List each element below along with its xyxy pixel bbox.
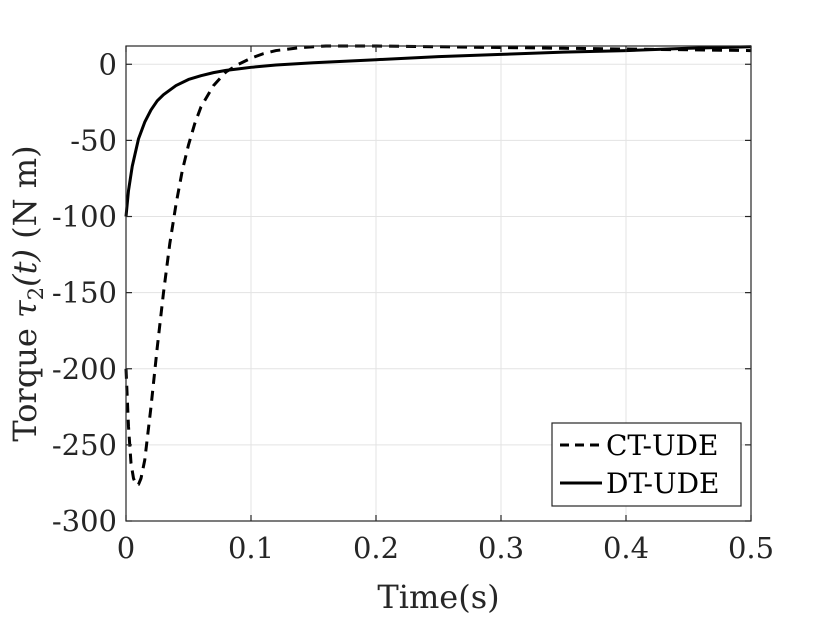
y-axis-title-arg: (t)	[6, 249, 44, 287]
x-tick-label: 0.2	[353, 531, 399, 565]
x-tick-label: 0	[117, 531, 135, 565]
y-tick-label: -50	[70, 123, 117, 157]
legend-box	[551, 422, 742, 507]
y-tick-label: -150	[52, 276, 117, 310]
y-axis-title-symbol: τ	[6, 299, 44, 318]
x-axis-title: Time(s)	[377, 578, 499, 616]
y-tick-label: -200	[52, 352, 117, 386]
x-tick-label: 0.4	[603, 531, 649, 565]
plot-frame	[125, 45, 752, 522]
legend-label-ct-ude: CT-UDE	[606, 429, 718, 462]
y-axis-title: Torque τ2(t) (N m)	[6, 145, 48, 441]
y-tick-label: 0	[99, 47, 117, 81]
ticks	[125, 46, 752, 522]
x-tick-label: 0.3	[478, 531, 524, 565]
x-tick-label: 0.5	[728, 531, 774, 565]
y-axis-title-unit: (N m)	[6, 145, 44, 249]
legend: CT-UDE DT-UDE	[551, 422, 742, 507]
x-tick-label: 0.1	[228, 531, 274, 565]
tick-labels: 0 0.1 0.2 0.3 0.4 0.5 0 -50 -100 -150 -200 -250 -300	[52, 47, 774, 565]
y-axis-title-subscript: 2	[24, 287, 48, 300]
y-tick-label: -250	[52, 428, 117, 462]
y-tick-label: -300	[52, 504, 117, 538]
series-layer	[124, 44, 752, 486]
series-line-ct-ude	[124, 44, 752, 486]
y-tick-label: -100	[52, 200, 117, 234]
legend-label-dt-ude: DT-UDE	[606, 467, 719, 500]
series-line-dt-ude	[124, 45, 752, 217]
y-axis-title-pre: Torque	[6, 318, 44, 442]
